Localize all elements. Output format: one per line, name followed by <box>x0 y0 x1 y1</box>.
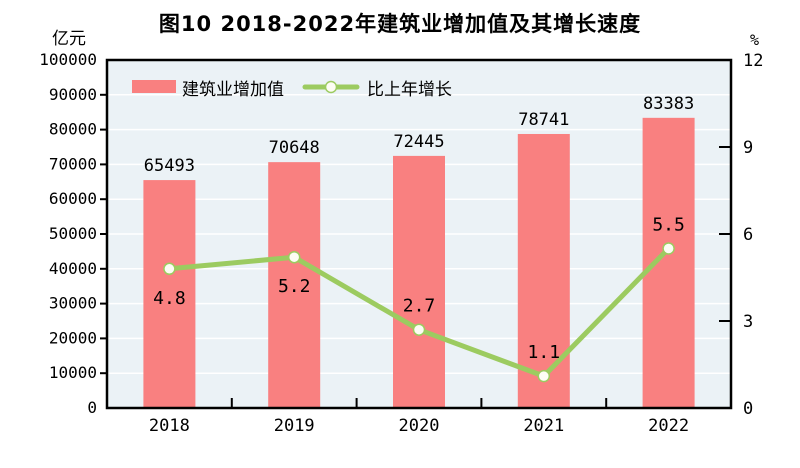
line-marker-2022 <box>662 242 675 255</box>
bar-value-label: 70648 <box>269 138 320 158</box>
y-left-tick-label: 10000 <box>49 363 97 382</box>
bar-2021 <box>517 133 570 408</box>
y-right-tick-label: 6 <box>743 225 753 245</box>
chart-title: 图10 2018-2022年建筑业增加值及其增长速度 <box>158 12 642 36</box>
bar-value-label: 72445 <box>393 132 444 152</box>
line-value-label: 5.2 <box>278 276 311 297</box>
x-category-label: 2019 <box>274 416 315 436</box>
line-value-label: 2.7 <box>403 296 436 317</box>
line-marker-2018 <box>163 262 176 276</box>
y-left-tick-label: 60000 <box>49 189 97 208</box>
right-axis-unit-label: % <box>750 31 760 49</box>
bar-2022 <box>642 117 695 409</box>
y-right-tick-label: 0 <box>743 399 753 419</box>
line-marker-2020 <box>412 323 426 336</box>
x-category-label: 2020 <box>399 416 440 436</box>
line-value-label: 4.8 <box>153 288 186 309</box>
x-category-label: 2021 <box>523 416 564 436</box>
y-left-tick-label: 30000 <box>49 294 97 313</box>
line-marker-2021 <box>537 369 551 383</box>
legend-line-label: 比上年增长 <box>367 80 452 100</box>
x-category-label: 2018 <box>149 416 190 436</box>
y-left-tick-label: 20000 <box>49 328 97 347</box>
y-left-tick-label: 90000 <box>49 85 97 104</box>
bar-2020 <box>393 155 445 408</box>
y-right-tick-label: 12 <box>743 51 763 71</box>
y-right-tick-label: 3 <box>743 312 753 332</box>
line-value-label: 1.1 <box>528 342 561 363</box>
y-right-tick-label: 9 <box>743 138 753 158</box>
line-marker-2019 <box>287 250 301 264</box>
y-left-tick-label: 100000 <box>39 50 97 69</box>
plot-frame <box>105 58 733 410</box>
left-axis-unit-label: 亿元 <box>52 29 86 49</box>
y-left-tick-label: 0 <box>87 398 97 417</box>
bar-value-label: 83383 <box>643 94 694 114</box>
legend-bar-swatch <box>132 80 176 93</box>
bar-value-label: 65493 <box>144 156 195 176</box>
y-left-tick-label: 70000 <box>49 154 97 173</box>
x-category-label: 2022 <box>648 416 689 436</box>
y-left-tick-label: 50000 <box>49 224 97 243</box>
bar-value-label: 78741 <box>518 110 569 130</box>
bar-2019 <box>268 162 321 408</box>
bar-2018 <box>143 180 196 408</box>
legend-bar-label: 建筑业增加值 <box>182 80 284 100</box>
legend-line-marker <box>324 80 338 94</box>
line-value-label: 5.5 <box>652 215 685 236</box>
y-left-tick-label: 40000 <box>49 259 97 278</box>
y-left-tick-label: 80000 <box>49 120 97 139</box>
